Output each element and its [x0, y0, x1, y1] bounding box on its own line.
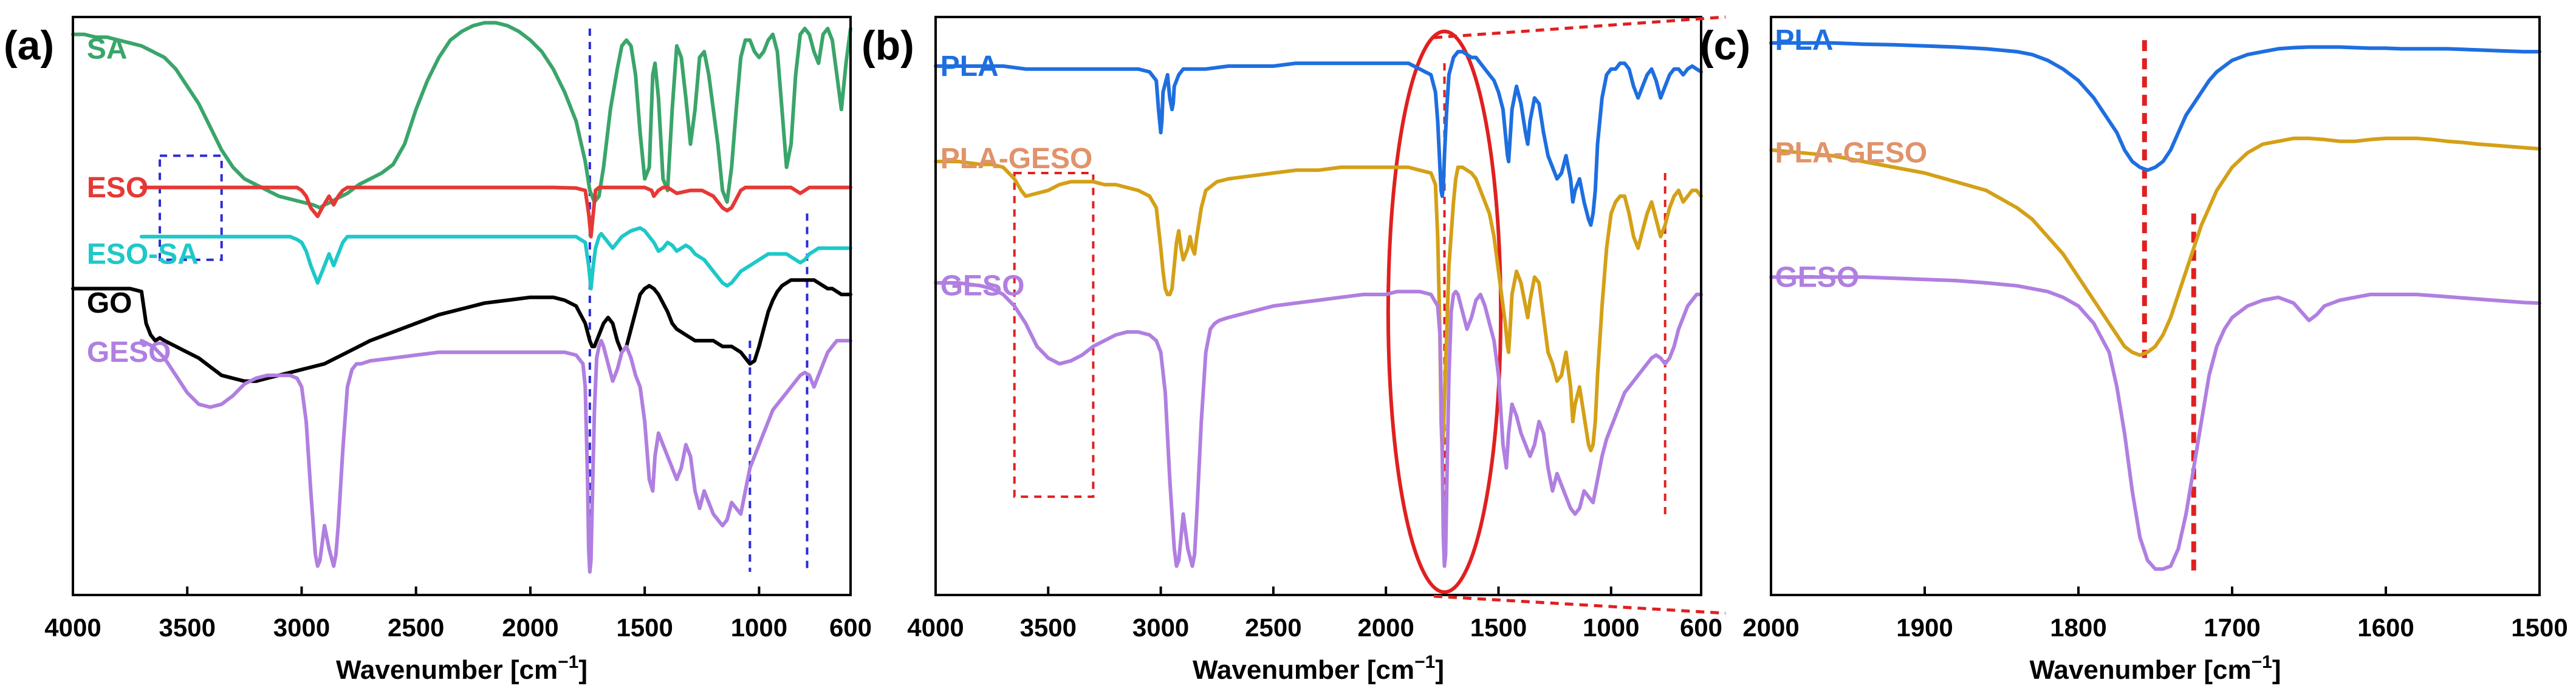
series-label-pla: PLA	[1775, 24, 1834, 56]
zoom-connector-top	[1433, 15, 1726, 39]
panel-label: (b)	[862, 22, 914, 69]
x-axis-title-sup: −1	[2252, 652, 2272, 672]
x-tick-label: 2500	[1245, 613, 1301, 642]
x-tick-label: 2500	[388, 613, 444, 642]
x-tick-label: 1500	[616, 613, 673, 642]
guide-box	[159, 154, 223, 261]
zoom-connector-bottom	[1433, 594, 1726, 615]
plot-frame	[1770, 16, 2541, 596]
series-line-pla-geso	[934, 160, 1703, 452]
panel-label: (a)	[4, 22, 54, 69]
series-line-pla	[1769, 41, 2541, 172]
series-line-geso	[139, 339, 852, 574]
series-line-geso	[1769, 275, 2541, 571]
panel-label: (c)	[1700, 22, 1750, 69]
series-line-sa	[71, 21, 852, 210]
series-line-geso	[934, 280, 1703, 568]
x-tick-label: 1500	[1470, 613, 1527, 642]
x-axis-title-sup: −1	[1414, 652, 1435, 672]
panel-c: (c) PLA PLA-GESO GESO 2000 1900 1800 1700 1600 15…	[1700, 16, 2568, 685]
series-label-eso: ESO	[87, 172, 148, 204]
x-tick-label: 1600	[2357, 613, 2414, 642]
series-line-eso	[139, 185, 852, 239]
x-tick-label: 4000	[44, 613, 101, 642]
x-tick-label: 1000	[1583, 613, 1639, 642]
x-tick-label: 3000	[1132, 613, 1189, 642]
x-tick-label: 2000	[1742, 613, 1799, 642]
series-line-go	[71, 278, 852, 383]
series-label-pla-geso: PLA-GESO	[1775, 137, 1928, 169]
x-tick-label: 1500	[2511, 613, 2567, 642]
x-axis-title-text: Wavenumber [cm	[336, 655, 558, 685]
x-axis-title: Wavenumber [cm−1]	[336, 652, 587, 685]
series-line-pla	[934, 50, 1703, 227]
x-axis-title: Wavenumber [cm−1]	[1193, 652, 1444, 685]
series-line-eso-sa	[139, 226, 852, 291]
plot-frame	[934, 16, 1702, 596]
x-axis-title: Wavenumber [cm−1]	[2029, 652, 2281, 685]
panel-a: (a) SA ESO ESO-SA GO GESO 4000 3500 3000 2500 2000…	[4, 16, 872, 685]
x-tick-label: 2000	[1357, 613, 1414, 642]
zoom-connector-lines	[1433, 15, 1726, 615]
x-axis-title-text: Wavenumber [cm	[2029, 655, 2251, 685]
x-axis-title-end: ]	[2272, 655, 2281, 685]
x-tick-label: 1000	[731, 613, 787, 642]
zoom-ellipse	[1386, 29, 1503, 594]
x-tick-label: 1900	[1896, 613, 1953, 642]
x-axis-title-text: Wavenumber [cm	[1193, 655, 1414, 685]
series-label-go: GO	[87, 287, 132, 319]
series-label-sa: SA	[87, 33, 128, 65]
series-label-geso: GESO	[1775, 261, 1860, 293]
x-tick-label: 2000	[502, 613, 558, 642]
series-label-geso: GESO	[87, 336, 171, 369]
panel-b: (b) PLA PLA-GESO GESO 4000 3500 3000 2500 2000 15…	[862, 16, 1722, 685]
x-tick-label: 4000	[907, 613, 964, 642]
series-line-pla-geso	[1769, 136, 2541, 357]
x-tick-label: 3000	[273, 613, 330, 642]
x-axis-title-end: ]	[578, 655, 587, 685]
x-tick-label: 1800	[2050, 613, 2106, 642]
x-tick-label: 1700	[2204, 613, 2260, 642]
guide-box	[1013, 172, 1095, 498]
x-tick-label: 600	[829, 613, 872, 642]
x-axis-title-end: ]	[1435, 655, 1444, 685]
x-axis-title-sup: −1	[558, 652, 578, 672]
x-tick-label: 600	[1680, 613, 1722, 642]
series-label-pla: PLA	[940, 50, 999, 83]
series-label-eso-sa: ESO-SA	[87, 238, 199, 270]
x-tick-label: 3500	[159, 613, 216, 642]
series-label-pla-geso: PLA-GESO	[940, 143, 1093, 175]
x-tick-label: 3500	[1020, 613, 1077, 642]
plot-frame	[72, 16, 852, 596]
series-label-geso: GESO	[940, 270, 1025, 302]
